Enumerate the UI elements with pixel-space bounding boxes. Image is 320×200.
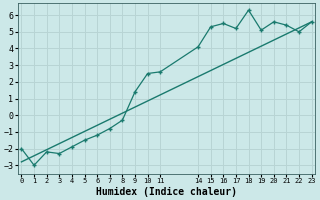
X-axis label: Humidex (Indice chaleur): Humidex (Indice chaleur): [96, 186, 237, 197]
